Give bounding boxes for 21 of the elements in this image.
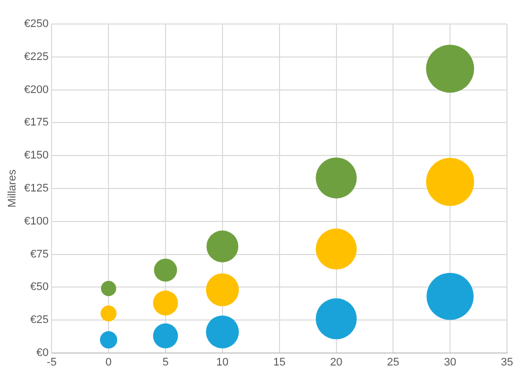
x-tick-label: -5	[46, 356, 57, 369]
y-tick-label: €225	[24, 50, 49, 63]
y-tick-label: €75	[30, 248, 49, 260]
y-tick-label: €250	[24, 18, 49, 30]
y-tick-label: €50	[30, 281, 49, 294]
y-tick-label: €200	[24, 84, 49, 96]
y-tick-label: €150	[24, 150, 49, 162]
y-tick-label: €175	[24, 116, 49, 129]
y-tick-label: €100	[24, 215, 49, 228]
x-tick-label: 5	[162, 356, 169, 369]
x-tick-label: 0	[106, 356, 112, 369]
x-tick-label: 25	[387, 356, 400, 369]
y-tick-label: €25	[30, 314, 49, 326]
y-tick-label: €125	[24, 182, 49, 195]
y-tick-label: €0	[36, 347, 49, 360]
x-tick-label: 15	[273, 356, 286, 369]
x-tick-label: 30	[444, 356, 456, 369]
y-axis-title: Millares	[6, 169, 19, 208]
x-tick-label: 10	[216, 356, 229, 369]
x-tick-label: 35	[500, 356, 514, 369]
x-tick-label: 20	[330, 356, 342, 369]
